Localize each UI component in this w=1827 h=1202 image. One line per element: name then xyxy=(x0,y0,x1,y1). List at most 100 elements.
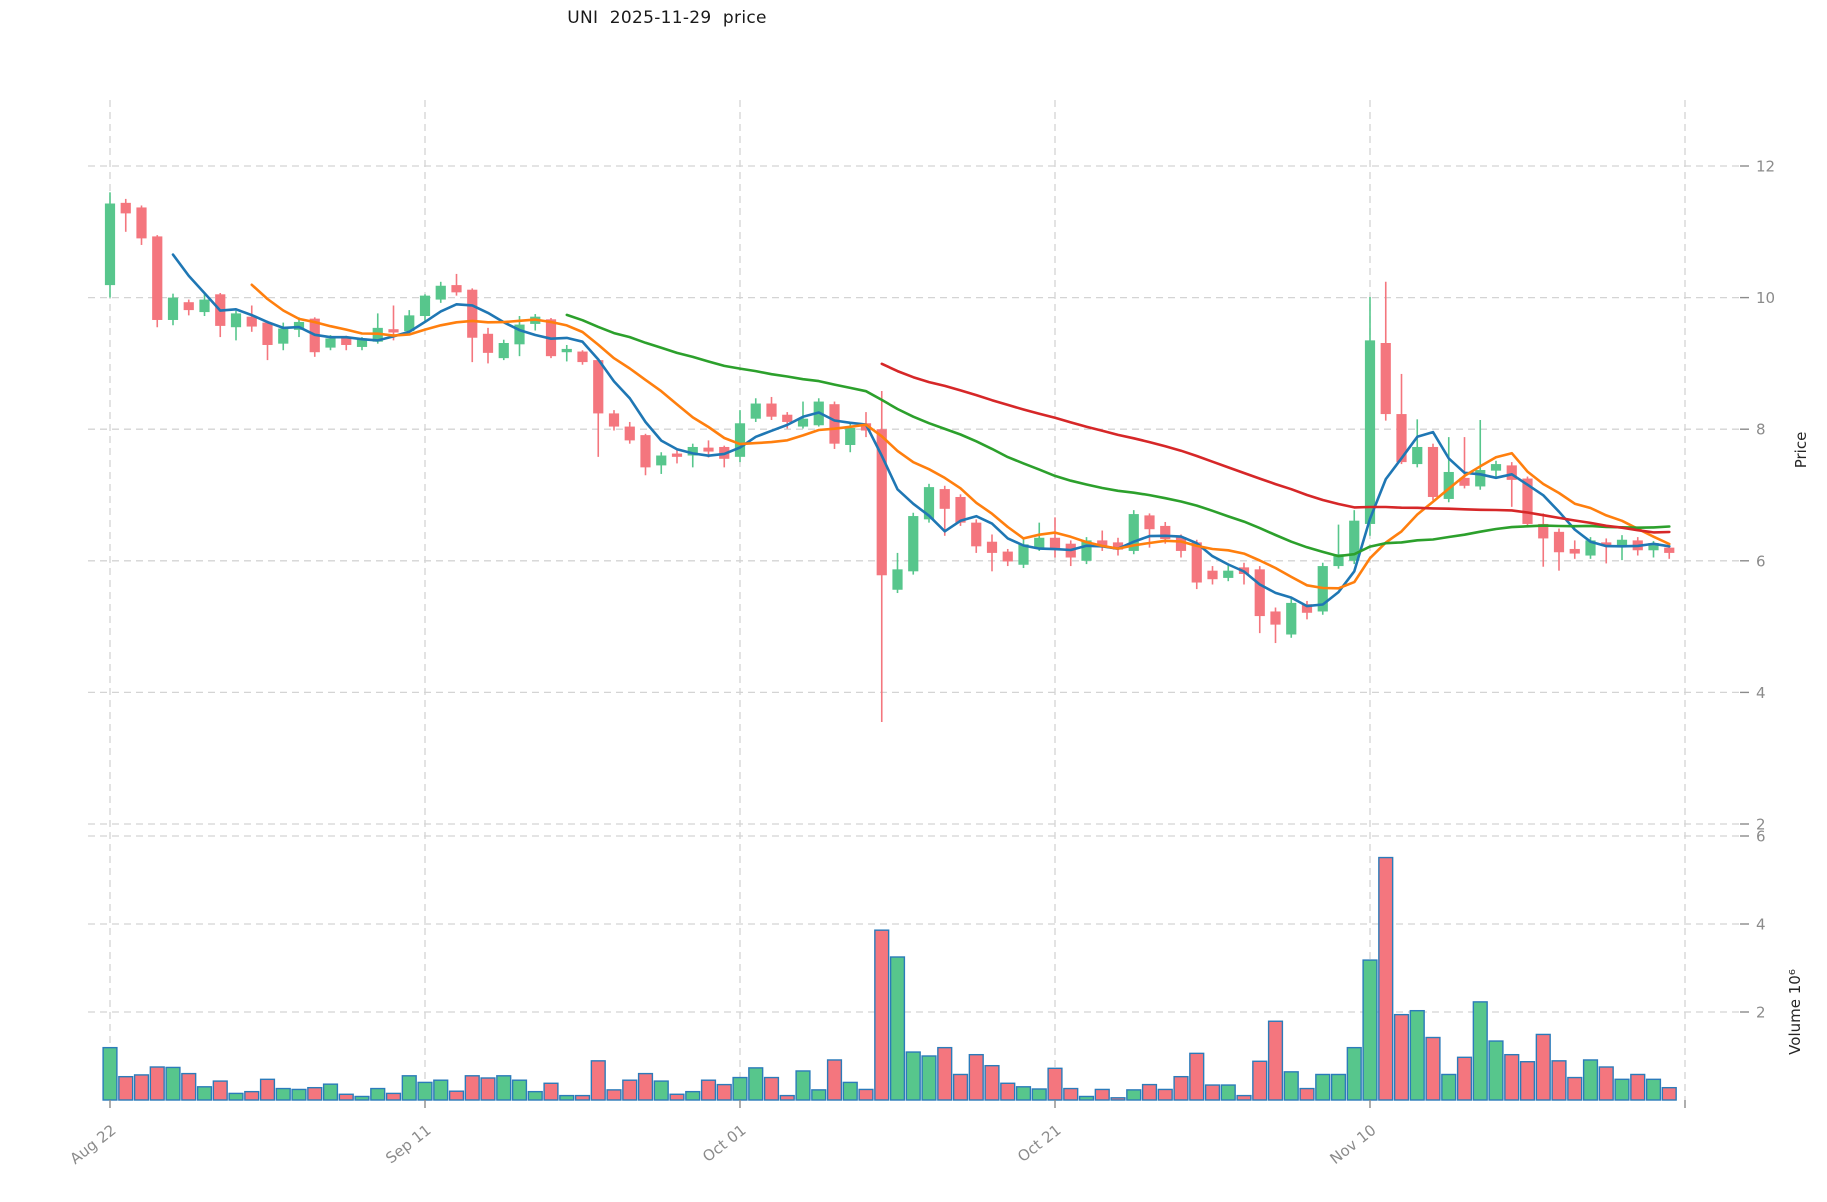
candle-body xyxy=(467,289,478,338)
candle-body xyxy=(278,328,289,344)
price-tick-label: 6 xyxy=(1756,552,1766,570)
volume-bar xyxy=(1047,1067,1063,1101)
volume-bar xyxy=(165,1066,181,1101)
volume-bar xyxy=(1078,1095,1095,1101)
volume-bar xyxy=(590,1060,606,1101)
candle-body xyxy=(183,302,194,311)
candle-body xyxy=(734,423,746,457)
volume-bar xyxy=(1472,1001,1488,1101)
candle-body xyxy=(451,285,462,293)
candle-body xyxy=(1585,540,1596,556)
candle-body xyxy=(230,313,242,328)
candle-body xyxy=(435,285,446,300)
candle-body xyxy=(1412,446,1423,465)
candle-body xyxy=(608,413,620,427)
chart-title: UNI 2025-11-29 price xyxy=(567,8,767,28)
candle-body xyxy=(1175,537,1187,551)
volume-bar xyxy=(905,1051,921,1101)
volume-bar xyxy=(653,1080,669,1101)
volume-bar xyxy=(228,1092,244,1101)
volume-bar xyxy=(574,1094,591,1101)
candle-body xyxy=(136,207,147,239)
volume-bar xyxy=(1519,1061,1536,1101)
volume-bar xyxy=(417,1081,433,1101)
volume-bar xyxy=(133,1074,150,1101)
volume-bar xyxy=(212,1080,228,1101)
volume-bar xyxy=(700,1079,717,1101)
ma10-line xyxy=(250,283,1671,590)
candle-body xyxy=(1128,514,1139,551)
candle-body xyxy=(404,315,415,332)
price-tick-label: 4 xyxy=(1756,684,1766,702)
volume-bar xyxy=(307,1086,323,1101)
volume-bar xyxy=(1645,1078,1662,1101)
candle-body xyxy=(577,351,588,363)
candle-body xyxy=(1002,551,1013,562)
volume-bar xyxy=(338,1093,354,1101)
candle-body xyxy=(640,435,651,468)
volume-bar xyxy=(874,929,890,1101)
candle-body xyxy=(482,333,494,353)
candle-body xyxy=(1364,340,1376,524)
volume-bar xyxy=(937,1046,953,1101)
volume-tick-label: 2 xyxy=(1756,1004,1766,1022)
candle-body xyxy=(750,403,761,419)
volume-bar xyxy=(322,1083,339,1101)
volume-bar xyxy=(1582,1059,1599,1101)
ma5-line xyxy=(171,253,1671,608)
volume-bar xyxy=(1425,1036,1441,1101)
volume-series xyxy=(102,856,1677,1101)
volume-bar xyxy=(1173,1075,1189,1101)
candle-body xyxy=(1569,548,1580,554)
volume-bar xyxy=(464,1075,480,1101)
candle-body xyxy=(498,343,509,359)
candle-body xyxy=(829,404,840,444)
candle-body xyxy=(1427,446,1439,497)
candle-body xyxy=(167,297,179,320)
candle-body xyxy=(955,496,966,523)
ma50-line xyxy=(880,362,1671,534)
price-tick-label: 10 xyxy=(1756,289,1775,307)
volume-bar xyxy=(433,1079,449,1101)
volume-bar xyxy=(1393,1013,1410,1101)
volume-bar xyxy=(559,1094,575,1101)
candle-body xyxy=(797,418,809,427)
volume-bar xyxy=(748,1067,764,1101)
volume-bar xyxy=(1630,1073,1646,1101)
candle-body xyxy=(104,203,116,286)
candle-body xyxy=(1443,471,1454,499)
volume-bar xyxy=(1252,1060,1268,1101)
candle-body xyxy=(876,429,887,576)
price-axis-title: Price xyxy=(1792,432,1810,469)
volume-bar xyxy=(1362,959,1378,1101)
candle-body xyxy=(593,360,604,414)
volume-bar xyxy=(842,1081,858,1101)
volume-bar xyxy=(1551,1060,1567,1101)
volume-bar xyxy=(685,1090,701,1101)
volume-tick-label: 6 xyxy=(1756,828,1766,846)
volume-bar xyxy=(811,1089,827,1101)
x-tick-label: Oct 21 xyxy=(1014,1121,1064,1166)
volume-bar xyxy=(795,1070,811,1101)
candle-body xyxy=(1506,465,1517,480)
volume-bar xyxy=(826,1059,843,1101)
candle-body xyxy=(152,236,163,320)
volume-bar xyxy=(1598,1066,1614,1101)
volume-bar xyxy=(1330,1073,1347,1101)
volume-bar xyxy=(1504,1053,1520,1101)
volume-bar xyxy=(1141,1083,1158,1101)
candle-body xyxy=(1191,542,1202,583)
candle-body xyxy=(1490,464,1502,471)
volume-bar xyxy=(606,1089,622,1101)
volume-bar xyxy=(1267,1020,1284,1101)
volume-bar xyxy=(779,1094,795,1101)
volume-bar xyxy=(496,1075,512,1101)
candle-body xyxy=(624,426,635,441)
volume-bar xyxy=(1441,1073,1457,1101)
volume-bar xyxy=(370,1087,386,1101)
candle-body xyxy=(199,299,210,313)
candle-body xyxy=(1081,540,1092,561)
volume-bar xyxy=(118,1075,134,1101)
volume-bar xyxy=(1661,1086,1677,1101)
